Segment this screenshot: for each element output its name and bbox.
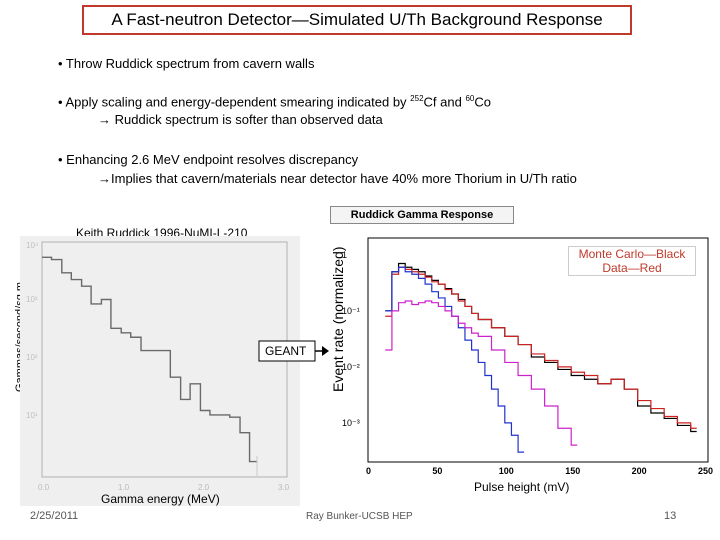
- footer-author: Ray Bunker-UCSB HEP: [306, 511, 413, 522]
- right-chart-xlabel: Pulse height (mV): [474, 480, 570, 494]
- right-ytick: 1: [342, 250, 347, 260]
- bullet-2-mid: Cf and: [423, 94, 466, 110]
- right-xtick: 0: [366, 466, 371, 476]
- right-chart-legend: Monte Carlo—Black Data—Red: [568, 246, 696, 276]
- left-chart-xlabel: Gamma energy (MeV): [101, 492, 220, 506]
- geant-label: GEANT: [265, 344, 307, 358]
- left-xtick: 3.0: [278, 483, 290, 492]
- left-ytick: 10²: [26, 353, 38, 362]
- right-ytick: 10⁻¹: [342, 306, 360, 316]
- right-xtick: 250: [698, 466, 713, 476]
- left-ytick: 10⁴: [26, 241, 39, 250]
- footer-page: 13: [664, 510, 677, 522]
- right-xtick: 50: [432, 466, 442, 476]
- left-xtick: 0.0: [38, 483, 50, 492]
- right-chart-series-1: [385, 266, 697, 429]
- footer-date: 2/25/2011: [30, 510, 79, 522]
- bullet-2-text: • Apply scaling and energy-dependent sme…: [58, 94, 411, 110]
- bullet-3: • Enhancing 2.6 MeV endpoint resolves di…: [58, 152, 359, 167]
- bullet-2-sup-co: 60: [465, 94, 475, 103]
- left-chart: 10⁴ 10³ 10² 10¹ 0.0 1.0 2.0 3.0: [20, 236, 300, 506]
- left-ytick: 10¹: [26, 411, 38, 420]
- left-ytick: 10³: [26, 295, 38, 304]
- left-xtick: 1.0: [118, 483, 130, 492]
- right-chart-title: Ruddick Gamma Response: [330, 206, 514, 224]
- bullet-2-end: Co: [474, 94, 491, 110]
- bullet-2-sub: → Ruddick spectrum is softer than observ…: [98, 112, 383, 127]
- bullet-2-sup-cf: 252: [410, 94, 424, 103]
- right-ytick: 10⁻³: [342, 418, 360, 428]
- right-xtick: 150: [565, 466, 580, 476]
- right-ytick: 10⁻²: [342, 362, 360, 372]
- slide-title: A Fast-neutron Detector—Simulated U/Th B…: [82, 5, 632, 35]
- right-xtick: 200: [632, 466, 647, 476]
- right-chart-series-3: [385, 300, 578, 446]
- bullet-1: • Throw Ruddick spectrum from cavern wal…: [58, 56, 315, 71]
- bullet-2: • Apply scaling and energy-dependent sme…: [58, 94, 491, 109]
- bullet-3-sub: →Implies that cavern/materials near dete…: [98, 171, 577, 186]
- geant-arrow: [258, 340, 329, 362]
- left-chart-series-line: [42, 256, 258, 463]
- right-xtick: 100: [499, 466, 514, 476]
- left-xtick: 2.0: [198, 483, 210, 492]
